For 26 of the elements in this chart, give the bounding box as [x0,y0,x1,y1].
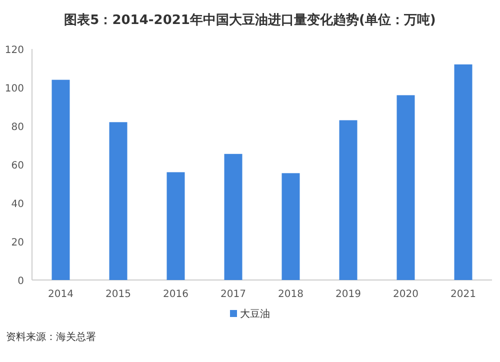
legend-label: 大豆油 [240,308,270,320]
bar [52,80,70,280]
bar [224,154,242,280]
bar [166,172,185,280]
chart-title: 图表5：2014-2021年中国大豆油进口量变化趋势(单位：万吨) [64,12,436,28]
bar [282,173,300,280]
bar [339,120,358,280]
y-tick-label: 0 [18,276,24,287]
x-tick-label: 2019 [336,289,361,300]
y-tick-label: 20 [11,238,24,248]
x-tick-label: 2016 [163,289,188,300]
x-tick-label: 2021 [450,289,476,300]
y-tick-label: 60 [11,160,24,172]
bar [109,122,128,280]
y-tick-label: 80 [11,122,24,133]
bar [454,64,472,280]
x-tick-label: 2020 [393,289,418,300]
x-tick-label: 2017 [220,289,246,300]
bar [396,95,415,280]
x-tick-label: 2018 [278,289,304,300]
y-tick-label: 120 [4,45,24,56]
y-tick-label: 40 [11,199,24,210]
x-tick-label: 2015 [106,289,131,300]
y-tick-label: 100 [4,84,24,94]
x-tick-label: 2014 [48,289,74,300]
text: 资料来源：海关总署 [6,331,96,343]
